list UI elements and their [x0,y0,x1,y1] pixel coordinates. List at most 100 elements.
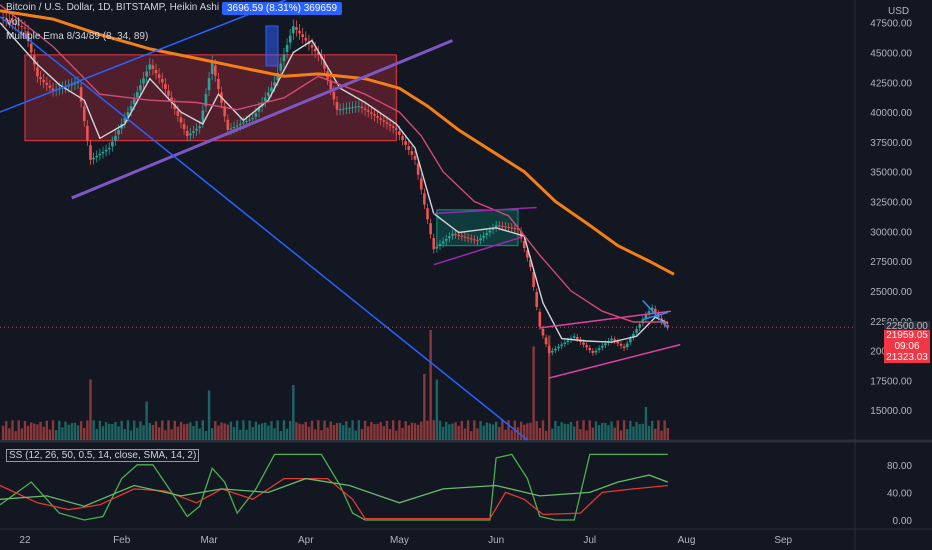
volume-bar [154,421,158,440]
volume-bar [582,420,585,440]
candle-body [538,311,542,327]
volume-bar [145,401,148,440]
volume-bar [73,422,77,440]
volume-bar [438,420,442,440]
volume-bar [223,423,226,440]
candle-body [482,235,485,238]
volume-bar [201,420,205,440]
volume-bar [632,426,635,440]
price-tick-label: 42500.00 [870,78,912,89]
volume-bar [510,429,513,440]
candle-body [575,336,579,340]
candle-body [223,106,226,117]
candle-body [201,110,205,123]
volume-bar [647,426,651,440]
candle-body [345,108,348,110]
candle-body [348,107,351,109]
symbol-title: Bitcoin / U.S. Dollar, 1D, BITSTAMP, Hei… [6,2,220,13]
volume-bar [382,426,386,440]
candle-body [176,110,180,116]
volume-bar [186,423,189,440]
candle-body [295,27,298,30]
volume-bar [420,421,423,440]
candle-body [292,26,295,34]
volume-bar [326,427,329,440]
candle-body [338,109,342,111]
volume-bar [622,420,626,440]
volume-bar [526,423,529,440]
volume-bar [469,431,473,440]
candle-body [435,246,439,249]
volume-bar [176,426,180,440]
candle-body [416,163,420,175]
volume-bar [529,422,532,440]
candle-body [516,228,520,230]
volume-bar [114,422,117,440]
volume-bar [644,407,648,440]
volume-bar [654,428,657,440]
candle-body [423,193,426,205]
candle-body [313,48,317,52]
candle-body [341,108,345,110]
measure-range [265,25,279,67]
volume-bar [164,430,167,440]
candle-body [242,122,245,124]
volume-bar [79,421,83,440]
volume-bar [289,420,292,440]
volume-bar [301,424,304,440]
ss-tick-label: 0.00 [893,516,913,527]
candle-body [619,344,623,346]
candle-body [479,238,482,241]
candle-body [413,156,417,160]
volume-bar [33,423,36,440]
volume-bar [64,421,67,440]
candle-body [629,338,632,343]
volume-bar [95,428,98,440]
volume-bar [604,422,607,440]
volume-bar [142,425,145,440]
volume-bar [454,422,457,440]
candle-body [20,26,24,28]
volume-bar [117,426,120,440]
volume-bar [560,422,563,440]
volume-bar [426,420,429,440]
candle-body [491,227,495,230]
volume-bar [26,425,30,440]
candle-body [357,106,361,108]
volume-bar [248,420,251,440]
candle-body [79,87,83,102]
volume-bar [523,424,526,440]
volume-bar [507,420,510,440]
candle-body [541,328,545,336]
volume-bar [151,424,155,440]
candle-body [582,342,585,345]
candle-body [232,126,236,129]
candle-body [494,225,498,228]
volume-bar [307,426,311,440]
volume-bar [466,420,470,440]
volume-bar [126,420,130,440]
candle-body [301,34,304,37]
candle-body [204,94,208,107]
candle-body [463,236,467,238]
volume-bar [345,421,348,440]
candle-body [226,119,230,130]
candle-body [526,250,529,258]
candle-body [48,85,52,88]
volume-bar [67,424,70,440]
volume-bar [173,420,176,440]
volume-bar [276,420,279,440]
volume-bar [342,425,345,440]
volume-bar [304,421,308,440]
candle-body [148,64,152,70]
candle-body [610,338,613,341]
volume-bar [391,420,395,440]
candle-body [39,77,42,80]
candle-body [210,62,214,75]
candle-body [448,236,451,239]
candle-body [170,97,173,103]
volume-bar [86,420,89,440]
volume-bar [23,420,27,440]
volume-bar [579,429,582,440]
